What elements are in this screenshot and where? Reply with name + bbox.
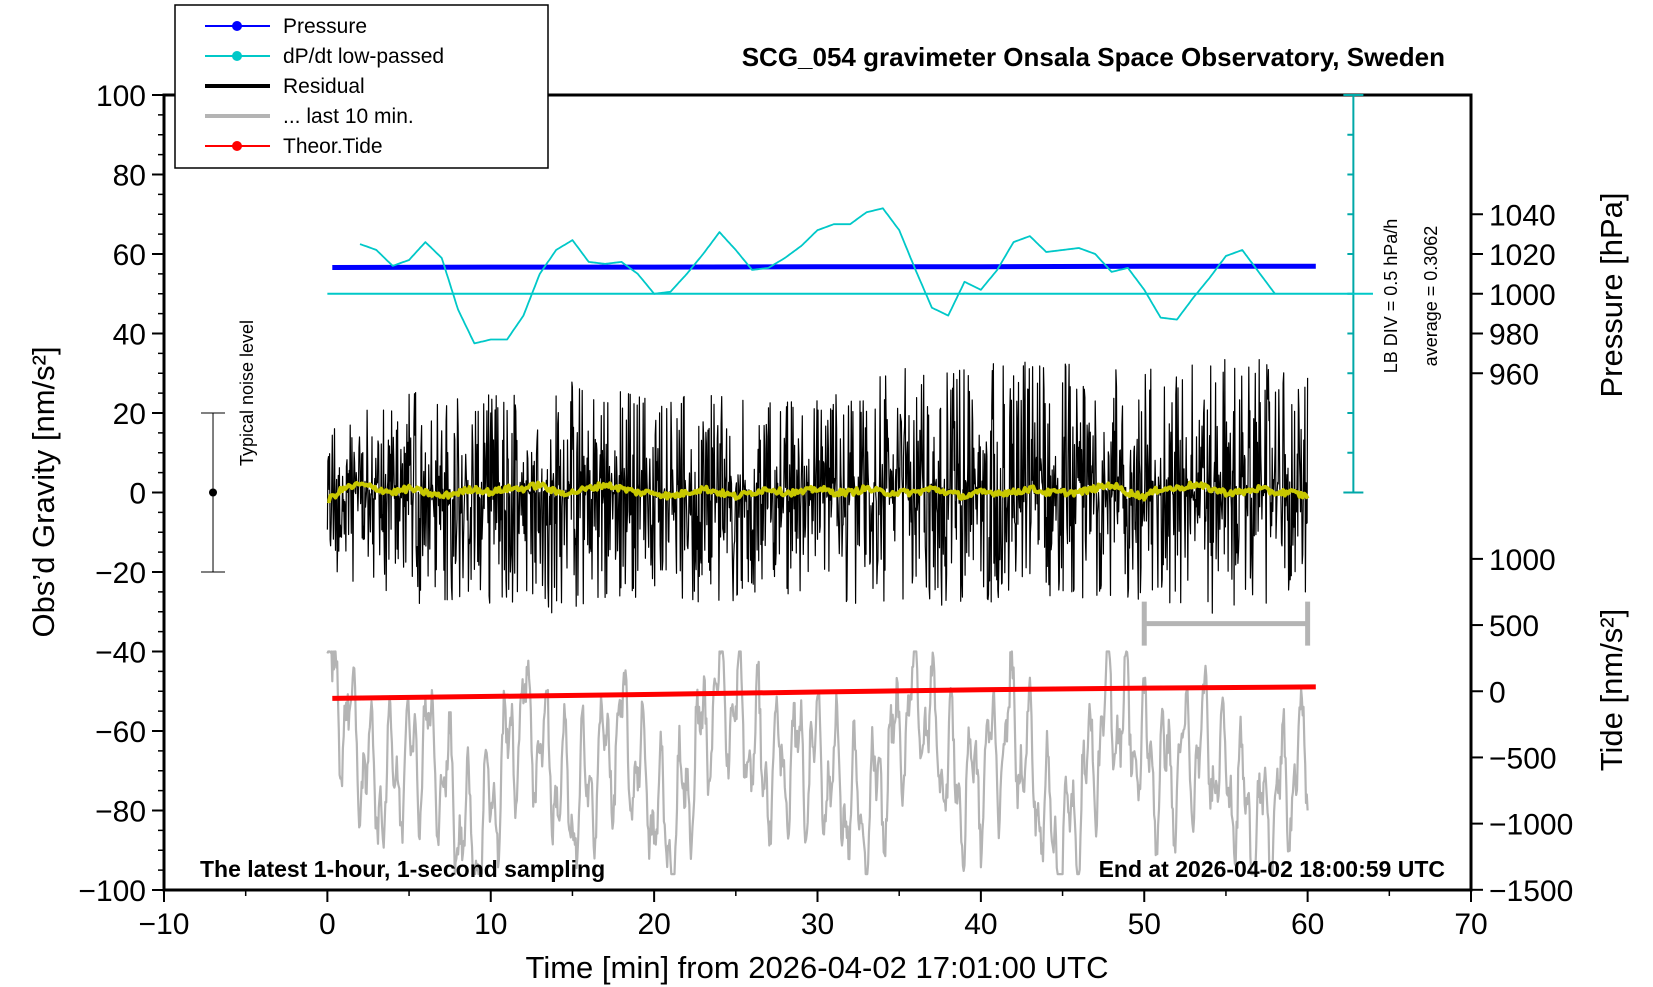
y-axis-label-pressure: Pressure [hPa] [1594, 192, 1629, 397]
x-tick-label: 50 [1128, 908, 1161, 941]
y-left-tick-label: −100 [78, 875, 146, 908]
legend-marker [232, 21, 242, 31]
x-tick-label: −10 [139, 908, 190, 941]
y-left-tick-label: 0 [129, 478, 146, 511]
legend-label: ... last 10 min. [283, 105, 414, 128]
tide-tick-label: 0 [1489, 676, 1506, 709]
x-tick-label: 40 [964, 908, 997, 941]
x-tick-label: 10 [474, 908, 507, 941]
y-left-tick-label: −20 [95, 557, 146, 590]
legend-label: Theor.Tide [283, 135, 383, 158]
x-axis-label: Time [min] from 2026-04-02 17:01:00 UTC [526, 950, 1109, 985]
tide-tick-label: −1500 [1489, 875, 1573, 908]
x-tick-label: 60 [1291, 908, 1324, 941]
y-left-tick-label: 80 [113, 160, 146, 193]
pressure-tick-label: 980 [1489, 319, 1539, 352]
x-tick-label: 30 [801, 908, 834, 941]
axes-layer: −10 0 10 20 30 40 50 60 70100806040200−20−40−60−… [78, 80, 1573, 941]
pressure-tick-label: 1040 [1489, 199, 1556, 232]
note-bottom-left: The latest 1-hour, 1-second sampling [200, 856, 605, 882]
note-bottom-right: End at 2026-04-02 18:00:59 UTC [1099, 856, 1445, 882]
y-left-tick-label: 60 [113, 239, 146, 272]
average-label: average = 0.3062 [1421, 226, 1441, 367]
y-axis-label-left: Obs’d Gravity [nm/s²] [26, 346, 61, 637]
y-left-tick-label: −60 [95, 716, 146, 749]
noise-level-label: Typical noise level [237, 320, 257, 466]
y-left-tick-label: −80 [95, 796, 146, 829]
legend-label: Residual [283, 75, 365, 98]
y-left-tick-label: 40 [113, 319, 146, 352]
dpdt-series [359, 207, 1276, 345]
x-tick-label: 70 [1454, 908, 1487, 941]
y-left-tick-label: −40 [95, 637, 146, 670]
pressure-tick-label: 1000 [1489, 279, 1556, 312]
residual-lowpass-series [327, 480, 1310, 504]
legend-marker [232, 51, 242, 61]
legend-marker [232, 141, 242, 151]
y-left-tick-label: 20 [113, 398, 146, 431]
residual-series [326, 359, 1309, 614]
x-tick-label: 0 [319, 908, 336, 941]
pressure-series [332, 263, 1316, 270]
pressure-tick-label: 1020 [1489, 239, 1556, 272]
series-layer [201, 94, 1373, 876]
last-10min-series [326, 650, 1309, 876]
tide-tick-label: −1000 [1489, 809, 1573, 842]
tide-tick-label: 1000 [1489, 544, 1556, 577]
y-left-tick-label: 100 [96, 80, 146, 113]
chart-title: SCG_054 gravimeter Onsala Space Observat… [742, 42, 1445, 72]
tide-tick-label: −500 [1489, 742, 1557, 775]
pressure-tick-label: 960 [1489, 358, 1539, 391]
y-axis-label-tide: Tide [nm/s²] [1594, 609, 1629, 772]
tide-tick-label: 500 [1489, 610, 1539, 643]
tide-series [332, 684, 1316, 701]
legend-label: Pressure [283, 15, 367, 38]
x-tick-label: 20 [637, 908, 670, 941]
noise-bar-center [209, 488, 218, 497]
legend: Pressure dP/dt low-passed Residual ... last… [174, 4, 549, 169]
lb-div-label: LB DIV = 0.5 hPa/h [1381, 219, 1401, 374]
legend-label: dP/dt low-passed [283, 45, 444, 68]
